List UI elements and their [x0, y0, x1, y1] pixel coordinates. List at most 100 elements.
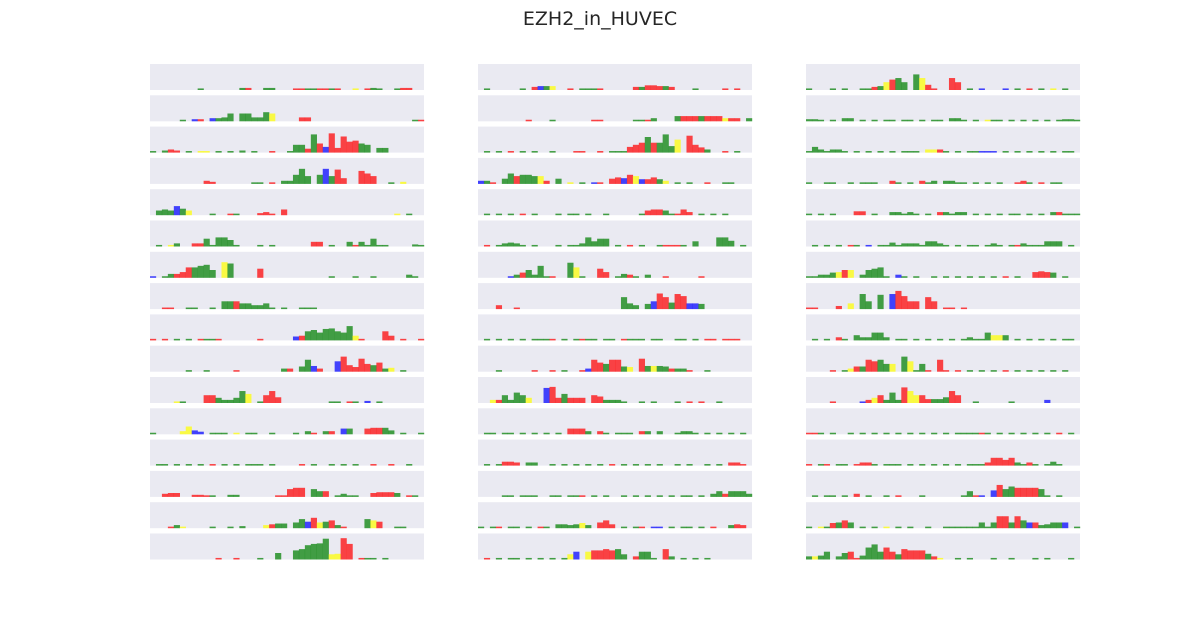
bar-A	[895, 290, 902, 310]
bar-A	[841, 520, 848, 529]
track-background	[478, 408, 752, 435]
bar-T	[632, 305, 640, 310]
track-background	[150, 95, 424, 122]
bar-T	[1068, 244, 1075, 247]
bar-A	[567, 397, 574, 403]
bar-T	[1044, 432, 1051, 435]
bar-A	[609, 359, 616, 372]
track-background	[806, 157, 1080, 184]
bar-G	[221, 262, 228, 278]
bar-C	[573, 551, 580, 560]
bar-T	[954, 244, 962, 247]
bar-T	[513, 274, 520, 278]
bar-T	[829, 495, 836, 497]
bar-T	[352, 276, 359, 278]
bar-T	[370, 276, 377, 278]
bar-T	[972, 119, 979, 122]
bar-A	[686, 212, 693, 216]
bar-T	[931, 241, 938, 247]
bar-A	[173, 493, 180, 497]
bar-T	[632, 526, 640, 529]
bar-T	[931, 464, 938, 466]
bar-A	[573, 151, 580, 153]
bar-T	[990, 276, 997, 278]
bar-T	[615, 549, 622, 560]
bar-A	[304, 117, 312, 122]
bar-T	[167, 273, 175, 278]
bar-G	[931, 149, 938, 153]
bar-T	[1062, 276, 1069, 278]
bar-G	[197, 151, 204, 153]
bar-A	[525, 119, 532, 122]
bar-A	[656, 86, 663, 90]
bar-A	[591, 395, 598, 403]
bar-T	[567, 525, 574, 529]
bar-A	[352, 244, 359, 247]
bar-T	[883, 432, 890, 435]
bar-A	[919, 550, 926, 560]
bar-G	[626, 367, 634, 372]
bar-T	[1050, 370, 1057, 372]
bar-T	[251, 151, 258, 153]
bar-A	[269, 391, 276, 403]
bar-T	[1020, 243, 1027, 247]
bar-G	[650, 365, 657, 372]
bar-T	[972, 182, 979, 184]
bar-T	[483, 88, 491, 90]
bar-A	[364, 173, 371, 184]
bar-T	[656, 495, 663, 497]
track-1-13	[150, 439, 424, 466]
bar-T	[692, 241, 699, 247]
bar-A	[806, 432, 813, 435]
bar-A	[549, 370, 556, 372]
bar-T	[907, 212, 914, 216]
bar-A	[549, 386, 556, 403]
bar-T	[233, 494, 240, 497]
bar-A	[811, 432, 819, 435]
bar-A	[704, 116, 711, 122]
bar-T	[686, 431, 693, 435]
bar-T	[245, 432, 252, 435]
bar-T	[883, 495, 890, 497]
bar-A	[495, 526, 503, 529]
bar-T	[871, 268, 878, 278]
bar-T	[656, 179, 663, 184]
bar-T	[871, 432, 878, 435]
bar-A	[334, 88, 341, 90]
bar-T	[710, 493, 717, 497]
bar-T	[579, 243, 586, 247]
bar-A	[1056, 432, 1063, 435]
bar-A	[638, 526, 645, 529]
bar-T	[823, 182, 831, 184]
bar-T	[895, 182, 902, 184]
bar-A	[996, 457, 1003, 466]
bar-A	[257, 338, 264, 341]
bar-A	[650, 209, 657, 216]
bar-T	[591, 88, 598, 90]
bar-A	[167, 149, 175, 153]
track-1-6	[150, 220, 425, 247]
bar-A	[931, 556, 938, 560]
bar-A	[334, 147, 341, 153]
bar-T	[507, 213, 514, 216]
bar-T	[638, 244, 645, 247]
bar-A	[889, 180, 896, 184]
bar-T	[954, 182, 962, 184]
bar-T	[948, 213, 956, 216]
bar-T	[531, 495, 538, 497]
bar-A	[167, 526, 175, 529]
bar-A	[597, 550, 604, 560]
bar-T	[197, 464, 204, 466]
bar-T	[215, 151, 222, 153]
bar-T	[889, 151, 896, 153]
bar-A	[1056, 212, 1063, 216]
bar-A	[573, 428, 580, 435]
bar-T	[513, 557, 520, 560]
bar-T	[865, 182, 872, 184]
bar-T	[1038, 244, 1045, 247]
bar-A	[501, 461, 508, 466]
bar-T	[996, 182, 1003, 184]
bar-A	[573, 397, 580, 403]
bar-A	[597, 268, 604, 278]
bar-T	[185, 307, 192, 310]
